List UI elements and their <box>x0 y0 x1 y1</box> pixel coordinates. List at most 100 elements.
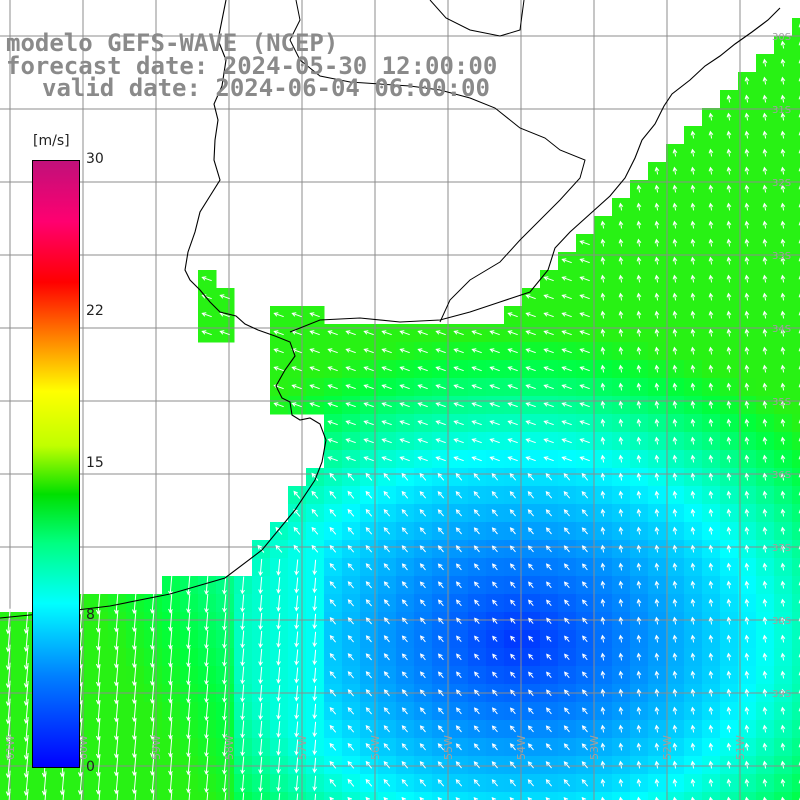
wind-arrow <box>437 707 444 715</box>
wind-arrow <box>654 292 660 301</box>
wind-arrow <box>564 653 570 661</box>
wind-arrow <box>278 793 281 800</box>
wind-arrow <box>690 238 696 247</box>
wind-arrow <box>383 689 390 697</box>
wind-arrow <box>672 418 678 427</box>
wind-arrow <box>672 724 678 733</box>
wind-arrow <box>222 576 227 595</box>
wind-arrow <box>545 725 552 733</box>
wind-arrow <box>654 598 660 607</box>
wind-arrow <box>381 402 392 408</box>
wind-arrow <box>618 238 624 247</box>
wind-arrow <box>437 581 444 589</box>
wind-arrow <box>401 472 409 481</box>
wind-cell <box>558 792 577 800</box>
wind-arrow <box>618 670 624 679</box>
wind-arrow <box>744 598 750 607</box>
wind-arrow <box>489 330 500 336</box>
wind-arrow <box>654 310 660 319</box>
wind-arrow <box>491 563 498 571</box>
wind-arrow <box>546 671 552 679</box>
wind-arrow <box>329 544 337 553</box>
wind-arrow <box>690 436 696 445</box>
wind-arrow <box>543 402 554 408</box>
wind-arrow <box>618 688 624 697</box>
wind-arrow <box>762 184 768 193</box>
wind-arrow <box>561 294 572 300</box>
wind-arrow <box>456 617 462 625</box>
wind-arrow <box>708 238 714 247</box>
wind-cell <box>792 234 800 253</box>
wind-arrow <box>780 724 786 733</box>
wind-arrow <box>618 760 624 769</box>
wind-cell <box>792 648 800 667</box>
wind-arrow <box>327 420 338 426</box>
wind-arrow <box>690 148 696 157</box>
wind-arrow <box>365 760 373 769</box>
wind-arrow <box>258 684 263 703</box>
wind-arrow <box>780 148 786 157</box>
wind-arrow <box>312 685 318 702</box>
wind-arrow <box>222 594 227 613</box>
wind-arrow <box>419 725 426 733</box>
wind-arrow <box>510 671 516 679</box>
wind-arrow <box>150 701 155 722</box>
wind-arrow <box>471 384 482 390</box>
wind-arrow <box>219 294 230 300</box>
wind-arrow <box>672 274 678 283</box>
wind-arrow <box>546 599 552 607</box>
wind-arrow <box>455 599 462 607</box>
wind-arrow <box>636 688 642 697</box>
wind-cell <box>684 792 703 800</box>
wind-arrow <box>600 508 606 517</box>
wind-arrow <box>399 420 410 426</box>
wind-arrow <box>582 635 588 643</box>
wind-arrow <box>437 599 444 607</box>
wind-arrow <box>437 563 444 571</box>
wind-arrow <box>762 400 768 409</box>
wind-arrow <box>579 240 590 246</box>
wind-arrow <box>654 220 660 229</box>
wind-arrow <box>455 743 462 751</box>
wind-arrow <box>383 545 390 553</box>
wind-arrow <box>543 456 554 462</box>
wind-arrow <box>543 294 554 300</box>
wind-arrow <box>525 330 536 336</box>
wind-arrow <box>345 456 356 462</box>
wind-arrow <box>401 508 409 517</box>
wind-arrow <box>329 508 337 517</box>
wind-arrow <box>347 724 355 733</box>
wind-arrow <box>345 330 356 336</box>
wind-cell <box>792 702 800 721</box>
wind-arrow <box>294 685 300 702</box>
wind-arrow <box>152 791 155 800</box>
wind-arrow <box>690 256 696 265</box>
longitude-labels: 61W60W59W58W57W56W55W54W53W52W51W50W <box>4 735 747 760</box>
wind-arrow <box>455 545 462 553</box>
wind-arrow <box>437 796 443 800</box>
wind-arrow <box>744 706 750 715</box>
wind-arrow <box>708 274 714 283</box>
colorbar-tick-22: 22 <box>86 303 104 319</box>
wind-cell <box>432 792 451 800</box>
wind-arrow <box>401 527 408 535</box>
wind-arrow <box>365 743 373 751</box>
wind-arrow <box>690 634 696 643</box>
wind-arrow <box>780 616 786 625</box>
wind-arrow <box>455 761 462 769</box>
wind-arrow <box>347 796 353 800</box>
wind-arrow <box>381 420 392 426</box>
wind-arrow <box>762 130 768 139</box>
coastline <box>0 0 327 619</box>
wind-cell <box>792 738 800 757</box>
wind-arrow <box>525 384 536 390</box>
wind-cell <box>792 522 800 541</box>
wind-arrow <box>528 617 534 624</box>
wind-arrow <box>276 739 281 756</box>
wind-arrow <box>401 796 407 800</box>
wind-arrow <box>708 184 714 193</box>
wind-arrow <box>168 647 173 668</box>
wind-arrow <box>654 562 660 571</box>
wind-arrow <box>329 742 337 751</box>
wind-arrow <box>561 330 572 336</box>
